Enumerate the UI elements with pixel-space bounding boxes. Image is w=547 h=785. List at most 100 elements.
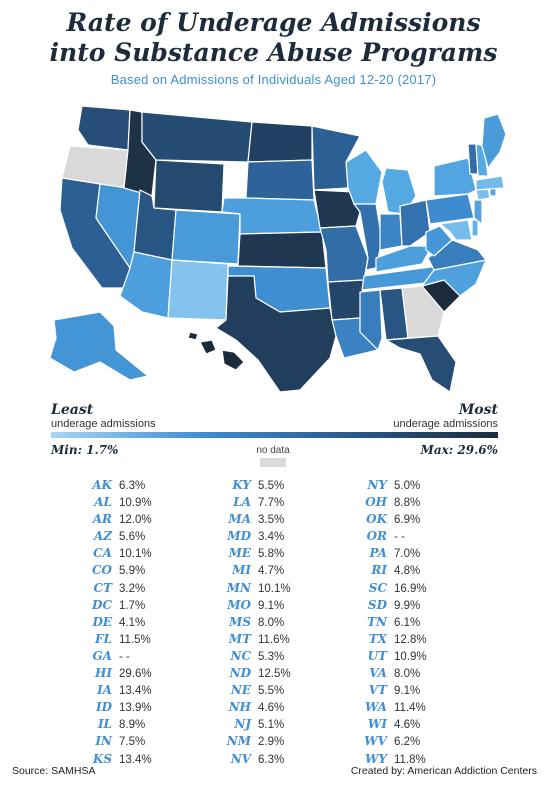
state-MD — [439, 219, 473, 241]
state-abbr: CA — [93, 546, 112, 561]
state-abbr: KY — [232, 478, 251, 492]
state-WA — [77, 105, 131, 151]
rates-column-1: AK 6.3% AL 10.9% AR 12.0% AZ 5.6% CA 10.1% CO 5.9% C… — [80, 476, 200, 767]
state-abbr: MI — [232, 563, 251, 578]
rate-row-ut: UT 10.9% — [355, 647, 475, 664]
state-rate: 5.3% — [258, 650, 285, 663]
state-rate: 7.0% — [394, 548, 421, 561]
state-rate: 3.4% — [258, 531, 285, 544]
rate-row-ok: OK 6.9% — [355, 510, 475, 527]
state-abbr: GA — [92, 648, 112, 663]
state-abbr: TX — [368, 631, 387, 646]
state-rate: 5.5% — [258, 685, 285, 698]
state-abbr: NH — [228, 700, 251, 715]
rate-row-wv: WV 6.2% — [355, 732, 475, 749]
rate-row-wa: WA 11.4% — [355, 698, 475, 715]
state-WY — [153, 159, 225, 213]
rate-row-ak: AK 6.3% — [80, 476, 200, 493]
state-abbr: NJ — [234, 717, 251, 732]
state-rate: 6.3% — [119, 480, 146, 492]
state-HI-2 — [221, 349, 245, 371]
state-FL — [385, 335, 457, 393]
state-WI — [345, 149, 383, 205]
state-rate: 11.8% — [394, 753, 426, 766]
state-rate: 9.1% — [394, 685, 421, 698]
state-AR — [327, 279, 365, 321]
rate-row-va: VA 8.0% — [355, 664, 475, 681]
rate-row-ri: RI 4.8% — [355, 561, 475, 578]
state-rate: 5.6% — [119, 531, 146, 544]
rate-row-pa: PA 7.0% — [355, 544, 475, 561]
rate-row-il: IL 8.9% — [80, 715, 200, 732]
state-rate: 10.1% — [119, 548, 152, 561]
state-ND — [247, 121, 313, 163]
state-abbr: MN — [226, 580, 251, 595]
rate-row-mn: MN 10.1% — [219, 579, 339, 596]
state-rate: 5.9% — [119, 565, 146, 578]
state-rate: 5.5% — [258, 480, 285, 492]
rate-row-nj: NJ 5.1% — [219, 715, 339, 732]
legend-least-label: Least — [51, 402, 94, 418]
state-abbr: SC — [368, 580, 387, 595]
state-abbr: TN — [367, 614, 387, 629]
rate-row-ar: AR 12.0% — [80, 510, 200, 527]
title-line-1: Rate of Underage Admissions — [66, 8, 481, 37]
rate-row-ga: GA - - — [80, 647, 200, 664]
rate-row-md: MD 3.4% — [219, 527, 339, 544]
state-abbr: ID — [95, 700, 112, 715]
state-rate: 8.0% — [394, 668, 421, 681]
source-note: Source: SAMHSA — [12, 765, 96, 777]
state-NH — [475, 143, 489, 177]
title-line-2: into Substance Abuse Programs — [49, 38, 498, 67]
state-rate: 4.8% — [394, 565, 421, 578]
state-rate: 12.8% — [394, 633, 427, 646]
state-IL — [353, 203, 383, 271]
state-rate: 10.9% — [119, 497, 152, 510]
state-HI-3 — [187, 331, 199, 341]
legend-most-label: Most — [458, 402, 498, 418]
state-rate: 12.5% — [258, 668, 291, 681]
rate-row-tn: TN 6.1% — [355, 613, 475, 630]
rate-row-nc: NC 5.3% — [219, 647, 339, 664]
rate-row-ne: NE 5.5% — [219, 681, 339, 698]
rate-row-ia: IA 13.4% — [80, 681, 200, 698]
state-NM — [167, 259, 229, 321]
state-rate: 11.6% — [258, 633, 290, 646]
rate-row-wi: WI 4.6% — [355, 715, 475, 732]
state-CO — [171, 209, 241, 265]
rate-row-co: CO 5.9% — [80, 561, 200, 578]
rate-row-ms: MS 8.0% — [219, 613, 339, 630]
state-abbr: AL — [94, 495, 112, 510]
state-TX — [215, 275, 337, 393]
state-rate: 5.1% — [258, 719, 285, 732]
state-abbr: AR — [92, 512, 112, 527]
state-abbr: MT — [228, 631, 251, 646]
rate-row-tx: TX 12.8% — [355, 630, 475, 647]
rate-row-ks: KS 13.4% — [80, 750, 200, 767]
state-rate: 3.5% — [258, 514, 285, 527]
state-rate: 8.0% — [258, 616, 285, 629]
state-rate: 6.3% — [258, 753, 285, 766]
state-rate: 5.8% — [258, 548, 285, 561]
state-abbr: PA — [369, 546, 387, 561]
state-HI — [199, 339, 217, 355]
state-rate: 9.9% — [394, 599, 421, 612]
state-abbr: DE — [92, 614, 112, 629]
rate-row-me: ME 5.8% — [219, 544, 339, 561]
rate-row-ny: NY 5.0% — [355, 476, 475, 493]
rate-row-al: AL 10.9% — [80, 493, 200, 510]
state-rate: 4.7% — [258, 565, 285, 578]
state-IN — [379, 213, 403, 251]
rate-row-mi: MI 4.7% — [219, 561, 339, 578]
state-WV — [425, 225, 453, 257]
state-rate: 5.0% — [394, 480, 421, 492]
rate-row-az: AZ 5.6% — [80, 527, 200, 544]
state-rate: 6.1% — [394, 616, 421, 629]
state-rate: 1.7% — [119, 599, 146, 612]
state-rate: 7.7% — [258, 497, 285, 510]
state-abbr: AK — [92, 478, 112, 492]
legend-no-data-swatch — [260, 458, 286, 467]
state-MS — [359, 289, 383, 351]
rate-row-or: OR - - — [355, 527, 475, 544]
state-abbr: ND — [229, 666, 251, 681]
